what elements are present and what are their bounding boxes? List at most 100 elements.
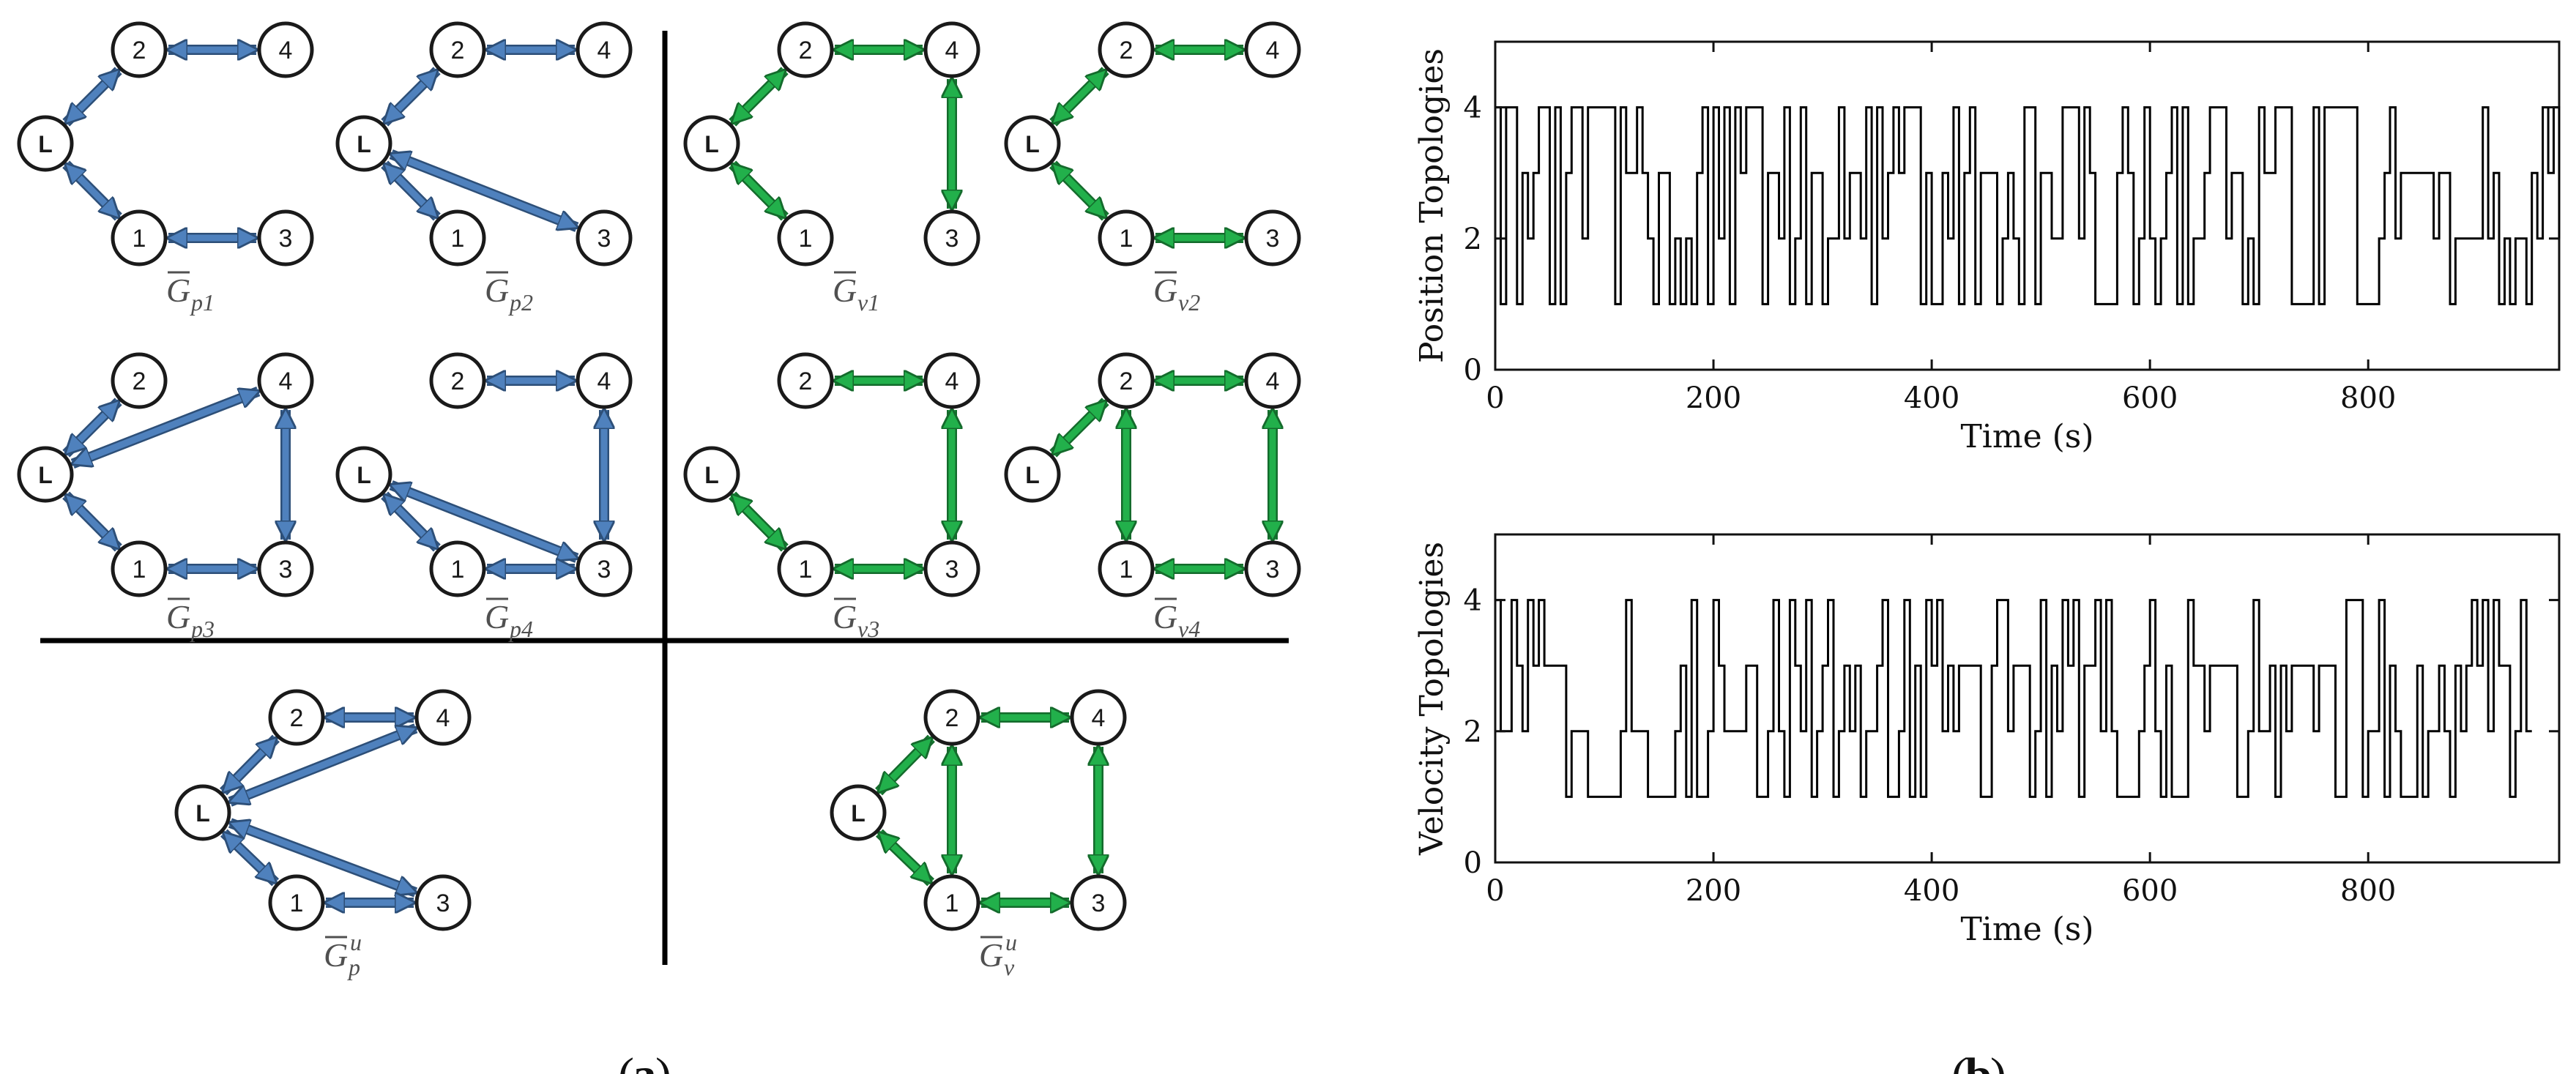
graph-gv3: L 1 2 3 4 G v3 — [683, 352, 980, 642]
panel-label-a-close: ) — [655, 1048, 671, 1074]
panel-label-b-open: ( — [1951, 1048, 1968, 1074]
node-label: 3 — [945, 556, 959, 583]
node-label: 1 — [799, 225, 813, 253]
node-label: 3 — [598, 225, 611, 253]
edge-L-2 — [381, 67, 441, 127]
node-label: L — [357, 131, 371, 157]
graph-gp2: L 1 2 3 4 G p2 — [335, 21, 633, 316]
node-label: 4 — [1266, 37, 1280, 64]
velocity-topologies-chart: 0 200 400 600 800 0 2 4 Time (s) Velocity Topolog… — [1413, 533, 2561, 948]
node-leader: L — [1004, 115, 1061, 172]
graph-gvu: L 1 2 3 4 G vu — [830, 689, 1127, 980]
edge-L-2 — [875, 734, 935, 796]
node-2: 2 — [429, 21, 486, 78]
quadrant-dividers — [40, 31, 1289, 965]
x-tick-label: 600 — [2122, 874, 2178, 908]
panel-label-b-text: b — [1965, 1048, 1992, 1074]
x-tick-label: 400 — [1904, 874, 1959, 908]
graph-label-sub: v4 — [1178, 616, 1200, 642]
graph-label-sub: v2 — [1178, 289, 1200, 316]
node-2: 2 — [1098, 352, 1155, 409]
node-label: 4 — [279, 368, 293, 395]
node-3: 3 — [1070, 874, 1127, 931]
node-label: L — [1025, 462, 1040, 488]
node-4: 4 — [1244, 21, 1301, 78]
x-tick-label: 0 — [1486, 874, 1504, 908]
node-label: 2 — [290, 704, 304, 732]
edge-L-2 — [1049, 67, 1109, 127]
graph-label-base: G — [485, 598, 509, 635]
node-leader: L — [683, 446, 740, 503]
node-label: 1 — [945, 890, 959, 917]
graph-label-sub: v3 — [857, 616, 879, 642]
node-1: 1 — [923, 874, 980, 931]
node-4: 4 — [1070, 689, 1127, 746]
node-label: 3 — [1266, 225, 1280, 253]
edge-L-2 — [62, 67, 122, 127]
node-3: 3 — [1244, 209, 1301, 266]
node-2: 2 — [111, 352, 168, 409]
node-label: 4 — [436, 704, 450, 732]
edge-L-3 — [230, 818, 415, 898]
graph-label-base: G — [1153, 272, 1177, 309]
node-3: 3 — [257, 540, 314, 597]
graph-label-sub: p4 — [508, 616, 533, 642]
y-tick-label: 2 — [1464, 223, 1482, 256]
node-label: 2 — [133, 368, 146, 395]
node-4: 4 — [576, 21, 633, 78]
node-label: 3 — [279, 225, 293, 253]
node-1: 1 — [777, 540, 834, 597]
node-label: L — [851, 800, 866, 827]
x-tick-label: 400 — [1904, 381, 1959, 415]
node-label: 4 — [1092, 704, 1106, 732]
plot-frame — [1494, 40, 2561, 371]
node-2: 2 — [923, 689, 980, 746]
node-3: 3 — [257, 209, 314, 266]
graph-label-base: G — [833, 272, 857, 309]
node-label: L — [38, 131, 53, 157]
node-label: 2 — [799, 37, 813, 64]
node-4: 4 — [923, 352, 980, 409]
series-line — [1495, 599, 2532, 798]
node-2: 2 — [268, 689, 325, 746]
x-tick-label: 600 — [2122, 381, 2178, 415]
node-3: 3 — [414, 874, 472, 931]
node-leader: L — [17, 115, 74, 172]
x-tick-label: 800 — [2340, 874, 2396, 908]
node-label: 2 — [799, 368, 813, 395]
graph-label-base: G — [324, 936, 348, 974]
graph-label-sub: v — [1004, 954, 1015, 980]
edge-L-1 — [729, 160, 789, 221]
node-label: L — [357, 462, 371, 488]
edge-L-4 — [230, 723, 416, 807]
node-leader: L — [335, 446, 392, 503]
edge-L-3 — [391, 480, 577, 563]
panel-label-b-close: ) — [1990, 1048, 2006, 1074]
node-label: 2 — [1120, 37, 1133, 64]
node-3: 3 — [576, 540, 633, 597]
node-4: 4 — [923, 21, 980, 78]
edge-L-1 — [1049, 160, 1109, 221]
edge-L-1 — [220, 829, 280, 887]
edge-L-1 — [381, 491, 441, 552]
node-label: 3 — [598, 556, 611, 583]
node-label: L — [196, 800, 210, 827]
node-label: 2 — [451, 37, 465, 64]
position-topologies-chart: 0 200 400 600 800 0 2 4 Time (s) Position Topolog… — [1413, 40, 2561, 455]
node-label: 1 — [1120, 225, 1133, 253]
node-1: 1 — [1098, 209, 1155, 266]
edge-L-4 — [72, 387, 258, 469]
edge-L-1 — [729, 491, 789, 552]
edge-L-1 — [62, 491, 122, 552]
node-label: 1 — [133, 556, 146, 583]
y-tick-label: 4 — [1464, 92, 1482, 125]
node-1: 1 — [268, 874, 325, 931]
x-tick-label: 200 — [1686, 874, 1741, 908]
node-3: 3 — [923, 209, 980, 266]
